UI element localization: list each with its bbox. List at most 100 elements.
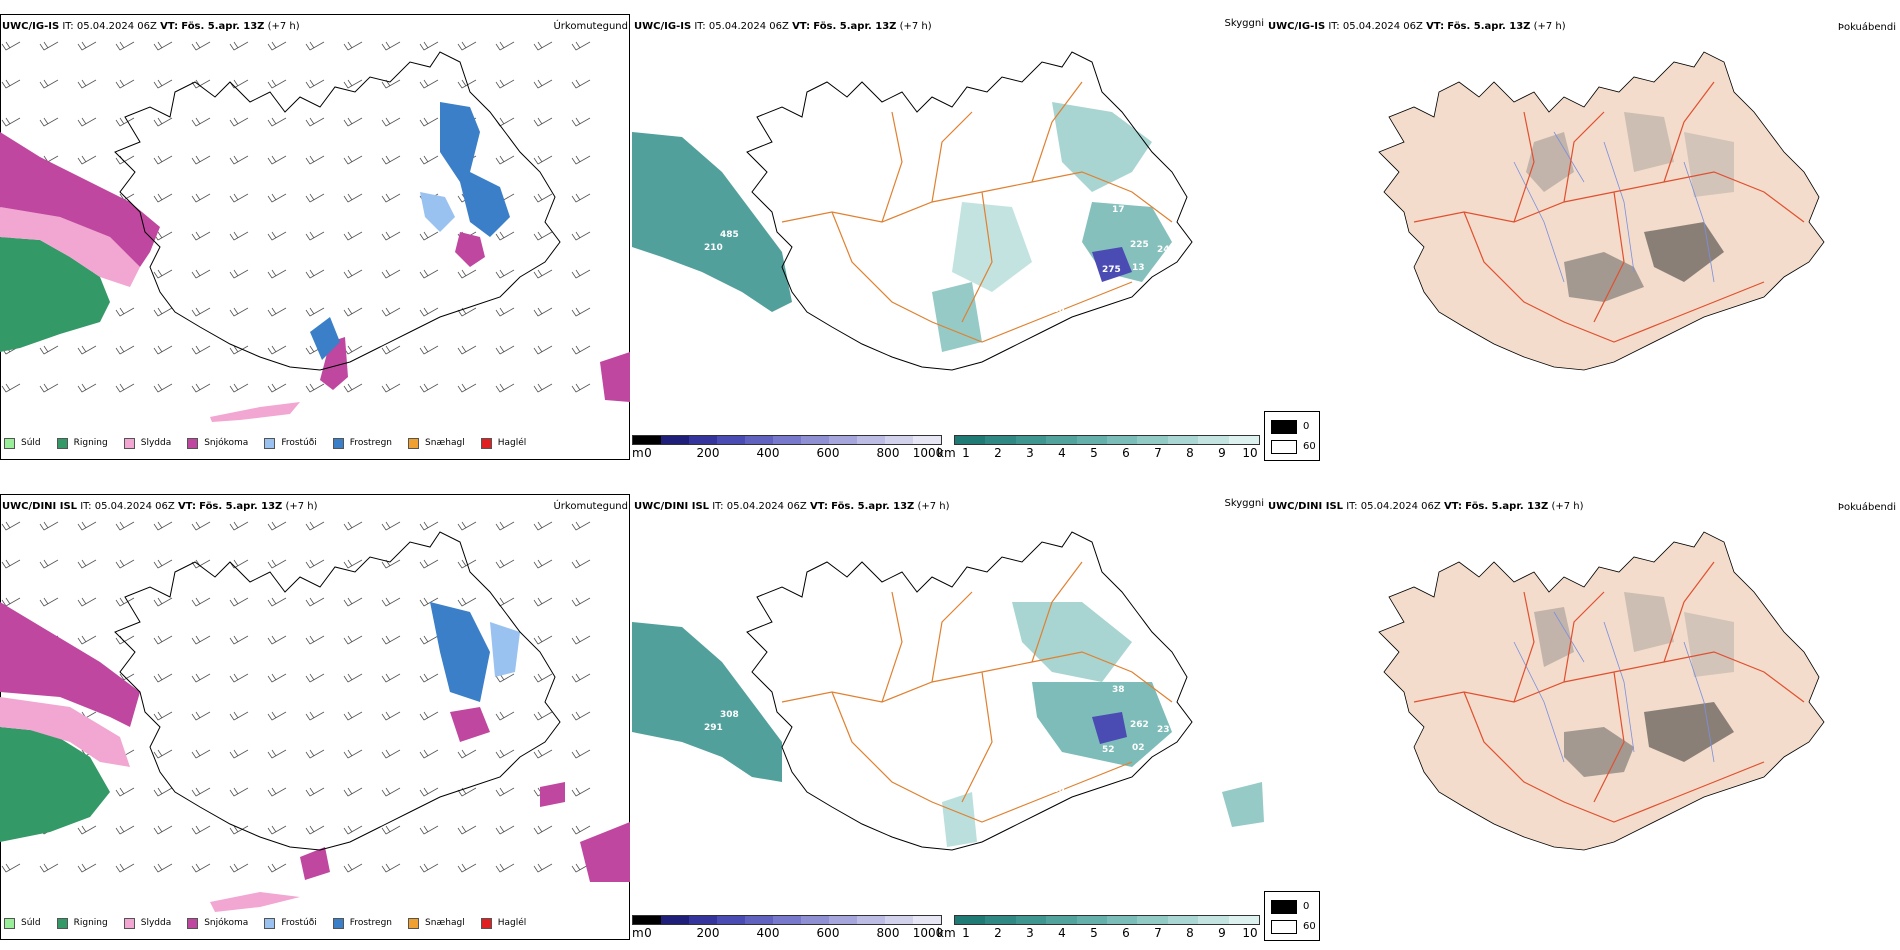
- legend-item: Rigning: [56, 917, 108, 929]
- panel-header: UWC/DINI ISL IT: 05.04.2024 06Z VT: Fös.…: [2, 501, 318, 512]
- fog-grey-patch: [1526, 132, 1574, 192]
- fog-index-map: [1378, 51, 1825, 371]
- fog-grey-patch: [1624, 112, 1674, 172]
- ceiling-ticks: 0 200 400 600 800 1000: [644, 926, 944, 940]
- fog-index-map: [1378, 531, 1825, 851]
- visibility-value-label: 24: [1157, 245, 1170, 255]
- visibility-value-label: 02: [1132, 743, 1145, 753]
- visibility-value-label: 52: [1102, 745, 1115, 755]
- visibility-value-label: 275: [1102, 265, 1121, 275]
- legend-swatch: [264, 437, 276, 449]
- legend-item: Snjókoma: [187, 917, 248, 929]
- visibility-value-label: 20: [1052, 785, 1065, 795]
- rivers: [1513, 611, 1715, 763]
- fog-title: Þokuábendi: [1837, 22, 1896, 33]
- visibility-value-label: 210: [704, 243, 723, 253]
- precip-snow-sw-edge: [580, 822, 630, 882]
- legend-swatch: [332, 437, 344, 449]
- vis-low-ceiling: [1092, 247, 1132, 282]
- legend-item: Frostúði: [264, 437, 317, 449]
- forecast-row-dini: UWC/DINI ISL IT: 05.04.2024 06Z VT: Fös.…: [0, 480, 1900, 950]
- road-network: [1413, 81, 1805, 343]
- iceland-outline: [114, 531, 561, 851]
- legend-swatch: [56, 437, 68, 449]
- ceiling-colorbar: [632, 435, 942, 445]
- precip-title: Úrkomutegund: [553, 21, 628, 32]
- visibility-value-label: 40: [882, 240, 895, 250]
- fog-dark-patch: [1644, 222, 1724, 282]
- legend-swatch: [187, 437, 199, 449]
- legend-item: Slydda: [123, 437, 171, 449]
- vis-value-labels: 485 210 40 275 13 225 24 16 17 587 56: [704, 133, 1170, 385]
- legend-item: Snæhagl: [408, 437, 465, 449]
- precip-frzrain-south: [310, 317, 340, 360]
- visibility-value-label: 56: [1150, 133, 1163, 143]
- precip-sleet-south: [210, 402, 300, 422]
- precip-sleet-area: [0, 697, 130, 767]
- it-label: IT:: [62, 21, 74, 32]
- visibility-colorbar: [954, 915, 1260, 925]
- precip-snow-se: [540, 782, 565, 807]
- vis-fog-se-sea: [1222, 782, 1264, 827]
- visibility-colorbar: [954, 435, 1260, 445]
- precip-legend: Súld Rigning Slydda Snjókoma Frostúði Fr…: [4, 912, 542, 934]
- vis-fog-ne: [1052, 102, 1152, 192]
- ceiling-colorbar: [632, 915, 942, 925]
- visibility-value-label: 225: [1130, 240, 1149, 250]
- visibility-value-label: 13: [1132, 263, 1145, 273]
- rivers: [1513, 131, 1715, 283]
- precip-snow-east: [450, 707, 490, 742]
- ceiling-unit: m: [632, 446, 644, 460]
- legend-swatch-white: [1271, 440, 1297, 454]
- road-network: [1413, 561, 1805, 823]
- forecast-row-ig-is: UWC/IG-IS IT: 05.04.2024 06Z VT: Fös. 5.…: [0, 0, 1900, 470]
- legend-item: Frostúði: [264, 917, 317, 929]
- legend-swatch: [480, 437, 492, 449]
- visibility-unit: km: [937, 926, 956, 940]
- precip-type-panel: UWC/IG-IS IT: 05.04.2024 06Z VT: Fös. 5.…: [0, 0, 632, 470]
- legend-swatch: [4, 437, 15, 449]
- visibility-title: Skyggni: [1224, 498, 1264, 509]
- vis-fog-ne: [1012, 602, 1132, 682]
- precip-frzrain-east: [440, 102, 510, 237]
- fog-legend-top: 0 60: [1264, 411, 1320, 461]
- precip-snow-sw-edge: [600, 352, 630, 402]
- fog-grey-patch: [1684, 612, 1734, 677]
- precip-frzdrizzle-east: [420, 192, 455, 232]
- legend-item: Slydda: [123, 917, 171, 929]
- iceland-outline: [746, 531, 1193, 851]
- visibility-panel: UWC/IG-IS IT: 05.04.2024 06Z VT: Fös. 5.…: [632, 0, 1264, 470]
- vis-value-labels: 308 291 939 52 02 262 23 20 38 528 35: [704, 613, 1170, 865]
- iceland-land: [1378, 531, 1825, 851]
- fog-title: Þokuábendi: [1837, 502, 1896, 513]
- precip-map: [0, 41, 630, 422]
- legend-item: Súld: [4, 437, 41, 449]
- visibility-value-label: 939: [882, 720, 901, 730]
- fog-index-panel: UWC/IG-IS IT: 05.04.2024 06Z VT: Fös. 5.…: [1264, 0, 1900, 470]
- ceiling-unit: m: [632, 926, 644, 940]
- ceiling-ticks: 0 200 400 600 800 1000: [644, 446, 944, 460]
- legend-item: Frostregn: [332, 437, 392, 449]
- vt-label: VT:: [160, 21, 179, 32]
- precip-sleet-area: [0, 207, 140, 287]
- model-name: UWC/IG-IS: [2, 21, 60, 32]
- legend-swatch-black: [1271, 420, 1297, 434]
- road-network: [781, 81, 1173, 343]
- precip-snow-south: [300, 847, 330, 880]
- precip-rain-area: [0, 727, 110, 842]
- visibility-value-label: 17: [1112, 205, 1125, 215]
- fog-dark-patch: [1644, 702, 1734, 762]
- panel-header: UWC/IG-IS IT: 05.04.2024 06Z VT: Fös. 5.…: [2, 21, 300, 32]
- precip-rain-area: [0, 237, 110, 352]
- visibility-value-label: 16: [1052, 305, 1065, 315]
- precip-frzdrizzle-east: [490, 622, 520, 677]
- legend-item: Snjókoma: [187, 437, 248, 449]
- precip-sleet-south: [210, 892, 300, 912]
- precip-snow-area: [0, 132, 160, 267]
- precip-snow-area-se: [320, 337, 348, 390]
- precip-legend: Súld Rigning Slydda Snjókoma Frostúði Fr…: [4, 432, 542, 454]
- visibility-title: Skyggni: [1224, 18, 1264, 29]
- fog-legend-bottom: 0 60: [1264, 891, 1320, 941]
- fog-dark-patch: [1564, 727, 1634, 777]
- vt-value: Fös. 5.apr. 13Z: [181, 21, 265, 32]
